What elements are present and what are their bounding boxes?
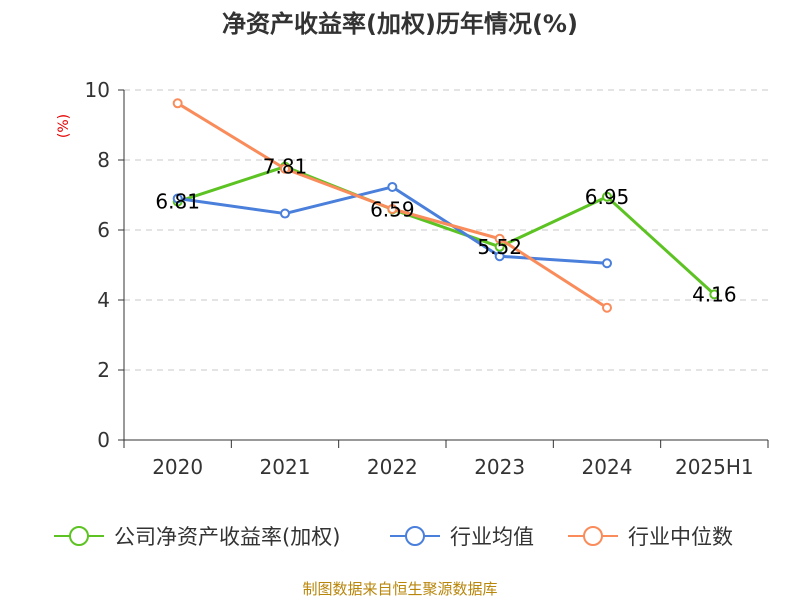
y-tick-label: 8 bbox=[97, 148, 110, 172]
data-point bbox=[602, 302, 612, 313]
x-axis: 2020 2021 2022 2023 2024 2025H1 bbox=[123, 439, 769, 479]
data-point bbox=[709, 289, 720, 300]
legend-marker bbox=[583, 526, 603, 546]
legend-label: 公司净资产收益率(加权) bbox=[114, 525, 340, 549]
data-point bbox=[280, 163, 290, 174]
source-note: 制图数据来自恒生聚源数据库 bbox=[302, 580, 497, 598]
data-point bbox=[172, 98, 183, 109]
data-label: 5.52 bbox=[477, 235, 522, 259]
data-point bbox=[494, 251, 505, 262]
x-tick-label: 2020 bbox=[152, 455, 203, 479]
data-point bbox=[494, 233, 505, 244]
x-tick-label: 2024 bbox=[582, 455, 633, 479]
data-point bbox=[280, 208, 290, 219]
y-tick-label: 0 bbox=[97, 428, 110, 452]
x-tick-label: 2023 bbox=[474, 455, 525, 479]
data-point bbox=[602, 258, 612, 269]
data-label: 6.95 bbox=[585, 185, 630, 209]
series-3 bbox=[172, 98, 612, 313]
y-tick-label: 6 bbox=[97, 218, 110, 242]
legend-label: 行业中位数 bbox=[628, 525, 733, 549]
data-labels: 6.81 7.81 6.59 5.52 6.95 4.16 bbox=[155, 155, 736, 307]
y-tick-label: 4 bbox=[97, 288, 110, 312]
legend-item-3: 行业中位数 bbox=[568, 525, 733, 549]
y-tick-label: 10 bbox=[85, 78, 110, 102]
legend: 公司净资产收益率(加权) 行业均值 行业中位数 bbox=[54, 525, 733, 549]
data-label: 6.59 bbox=[370, 197, 415, 221]
data-point bbox=[387, 204, 398, 214]
y-axis-label: (%) bbox=[56, 114, 72, 138]
series-2 bbox=[172, 181, 612, 269]
data-point bbox=[387, 181, 398, 192]
x-tick-label: 2022 bbox=[367, 455, 418, 479]
data-label: 4.16 bbox=[692, 282, 737, 306]
legend-item-2: 行业均值 bbox=[390, 525, 534, 549]
chart-title: 净资产收益率(加权)历年情况(%) bbox=[222, 10, 578, 38]
series-layer bbox=[172, 98, 720, 313]
data-point bbox=[172, 193, 183, 204]
legend-item-1: 公司净资产收益率(加权) bbox=[54, 525, 340, 549]
series-1 bbox=[172, 161, 720, 300]
data-label: 7.81 bbox=[263, 155, 308, 179]
legend-label: 行业均值 bbox=[450, 525, 534, 549]
legend-marker bbox=[405, 526, 425, 546]
series-line bbox=[177, 165, 716, 296]
y-tick-label: 2 bbox=[97, 358, 110, 382]
data-label: 6.81 bbox=[155, 190, 200, 214]
y-axis: 0 2 4 6 8 10 bbox=[85, 78, 125, 452]
data-point bbox=[602, 191, 612, 202]
grid-lines bbox=[124, 89, 768, 371]
x-tick-label: 2021 bbox=[260, 455, 311, 479]
legend-marker bbox=[69, 526, 89, 546]
x-tick-label: 2025H1 bbox=[675, 455, 754, 479]
